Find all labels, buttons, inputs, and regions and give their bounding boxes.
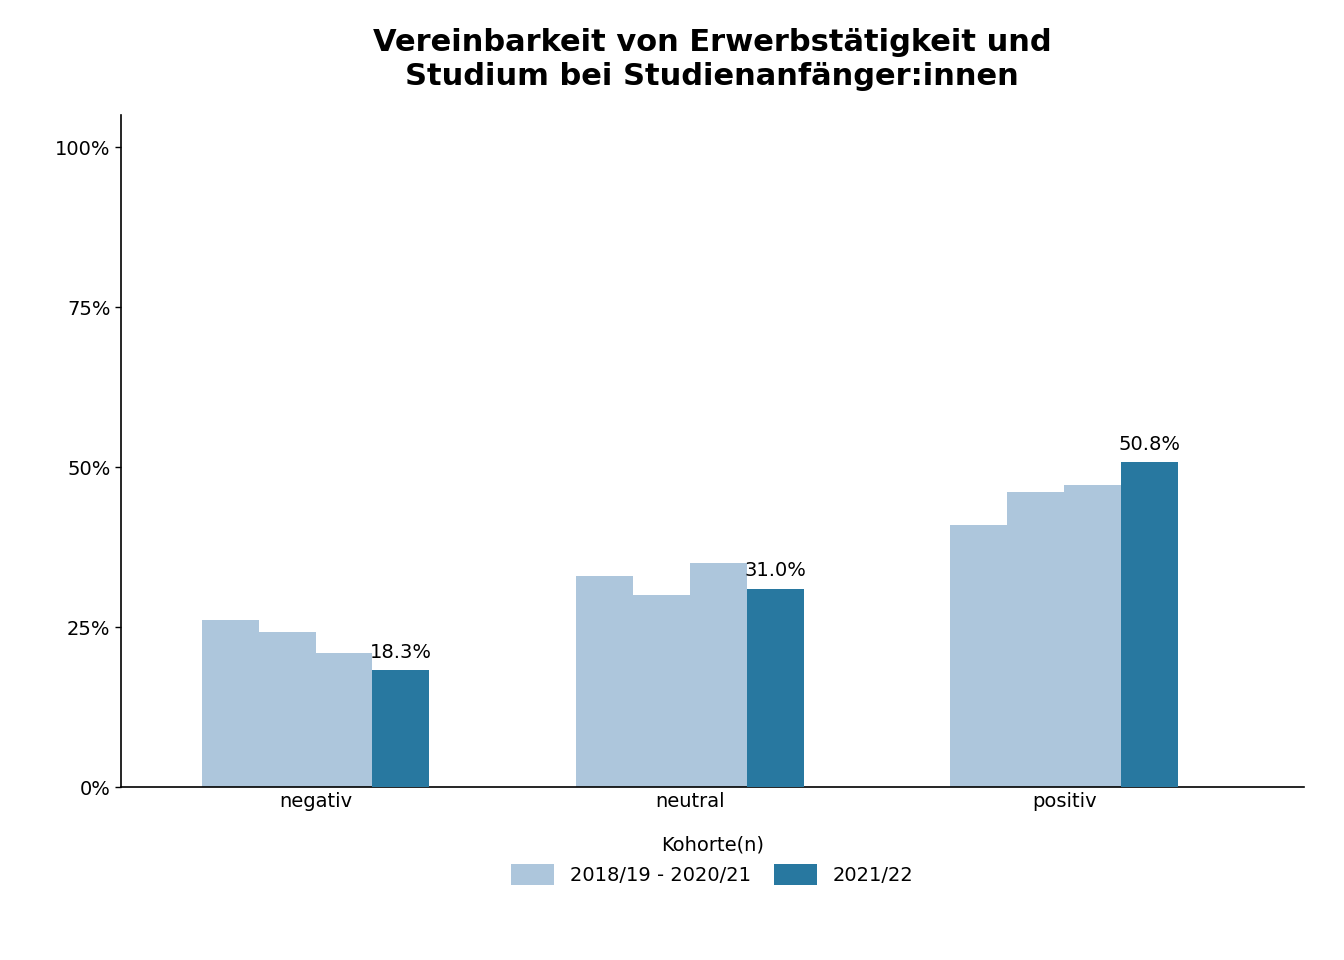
Bar	[950, 525, 1007, 787]
Text: 18.3%: 18.3%	[370, 643, 431, 661]
Bar	[747, 588, 804, 787]
Bar	[202, 619, 258, 787]
Bar	[689, 564, 747, 787]
Legend: 2018/19 - 2020/21, 2021/22: 2018/19 - 2020/21, 2021/22	[512, 835, 913, 885]
Bar	[577, 576, 633, 787]
Bar	[633, 595, 689, 787]
Bar	[258, 633, 316, 787]
Bar	[1064, 485, 1121, 787]
Bar	[1007, 492, 1064, 787]
Bar	[1121, 462, 1177, 787]
Text: 50.8%: 50.8%	[1118, 435, 1180, 454]
Bar	[316, 653, 372, 787]
Title: Vereinbarkeit von Erwerbstätigkeit und
Studium bei Studienanfänger:innen: Vereinbarkeit von Erwerbstätigkeit und S…	[374, 28, 1051, 90]
Text: 31.0%: 31.0%	[745, 562, 806, 581]
Bar	[372, 670, 429, 787]
